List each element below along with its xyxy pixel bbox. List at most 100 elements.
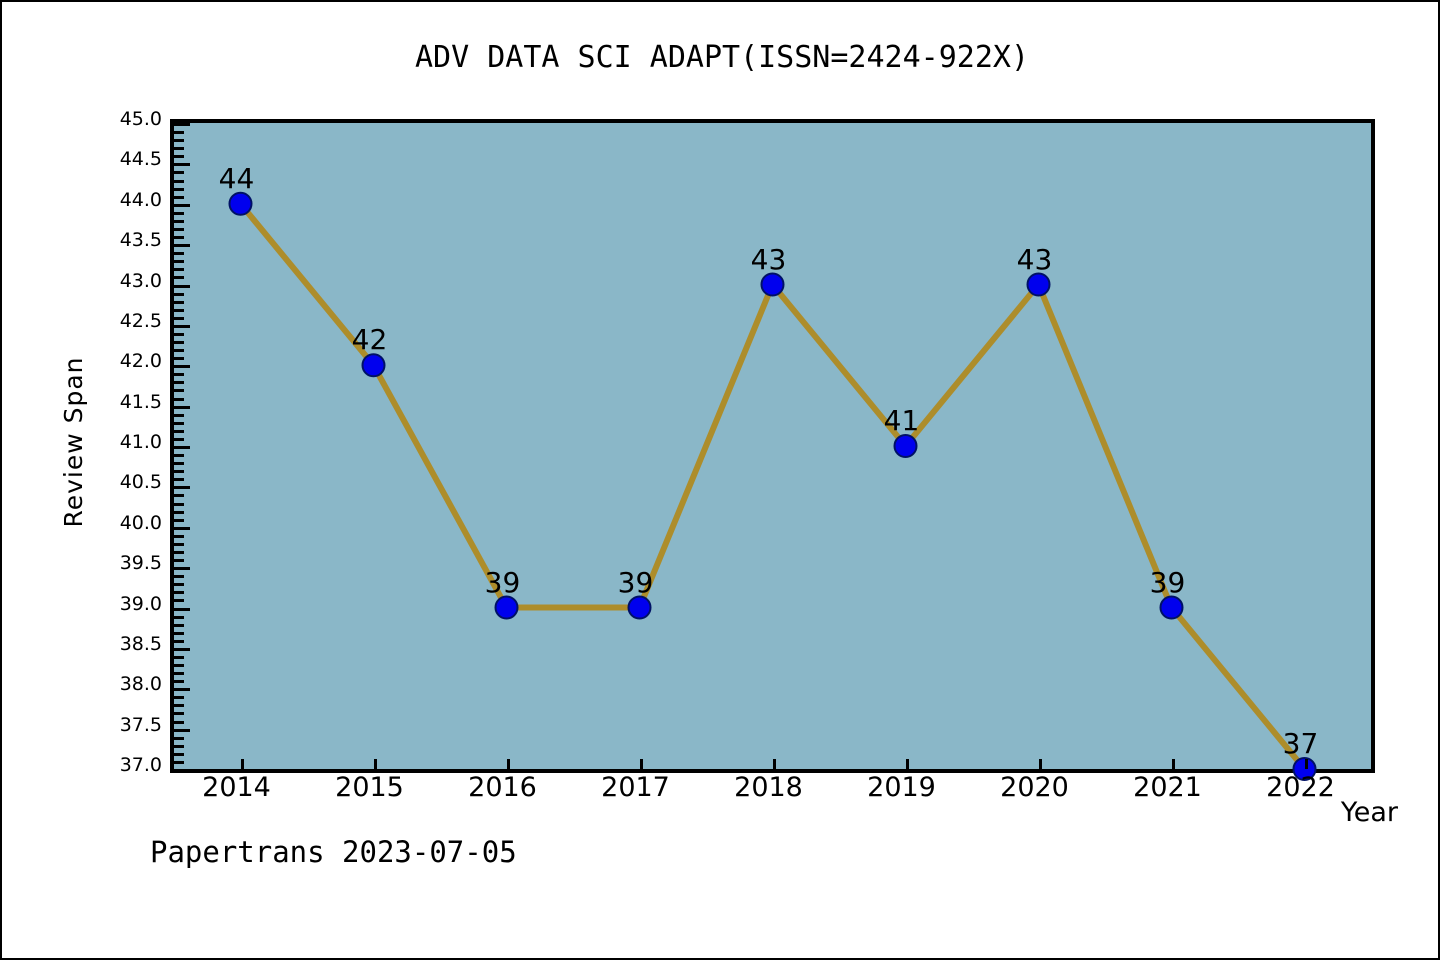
y-axis-minor-tick (174, 332, 184, 336)
y-axis-minor-tick (174, 502, 184, 506)
y-axis-minor-tick (174, 413, 184, 417)
y-axis-minor-tick (174, 720, 184, 724)
x-axis-tick-label: 2018 (734, 772, 803, 803)
y-axis-minor-tick (174, 696, 184, 700)
y-axis-minor-tick (174, 397, 184, 401)
x-axis-tick-label: 2021 (1133, 772, 1202, 803)
x-axis-tick-label: 2022 (1266, 772, 1335, 803)
y-axis-tick-label: 40.0 (119, 511, 162, 534)
data-point-marker[interactable] (1292, 757, 1317, 781)
y-axis-minor-tick (174, 575, 184, 579)
y-axis-major-tick (174, 405, 190, 409)
x-axis-tick (1171, 759, 1175, 769)
y-axis-tick-label: 41.0 (119, 431, 162, 453)
y-axis-minor-tick (174, 316, 184, 320)
y-axis-minor-tick (174, 599, 184, 603)
y-axis-minor-tick (174, 518, 184, 522)
y-axis-minor-tick (174, 219, 184, 223)
x-axis-tick-label: 2014 (202, 772, 271, 803)
y-axis-minor-tick (174, 583, 184, 587)
y-axis-minor-tick (174, 227, 184, 231)
y-axis-minor-tick (174, 179, 184, 183)
y-axis-minor-tick (174, 623, 184, 627)
y-axis-tick-label: 38.5 (119, 632, 162, 655)
y-axis-major-tick (174, 123, 190, 126)
x-axis-tick (639, 759, 643, 769)
y-axis-minor-tick (174, 171, 184, 175)
y-axis-title: Review Span (59, 356, 88, 528)
y-axis-minor-tick (174, 260, 184, 264)
data-point-marker[interactable] (627, 595, 652, 620)
y-axis-major-tick (174, 365, 190, 369)
x-axis-tick-label: 2020 (1000, 772, 1069, 803)
y-axis-tick-label: 37.5 (119, 713, 162, 736)
y-axis-major-tick (174, 526, 190, 530)
y-axis-tick-label: 45.0 (119, 108, 162, 130)
y-axis-minor-tick (174, 736, 184, 740)
y-axis-minor-tick (174, 211, 184, 215)
y-axis-tick-label: 44.5 (119, 148, 162, 171)
data-point-marker[interactable] (1026, 272, 1051, 297)
plot-inner (174, 123, 1371, 781)
y-axis-minor-tick (174, 704, 184, 708)
x-axis-tick (1304, 759, 1308, 769)
y-axis-major-tick (174, 244, 190, 248)
data-point-marker[interactable] (760, 272, 785, 297)
y-axis-minor-tick (174, 712, 184, 716)
y-axis-major-tick (174, 163, 190, 167)
y-axis-minor-tick (174, 655, 184, 659)
y-axis-tick-labels: 45.0 44.5 44.0 43.5 43.0 42.5 42.0 41.5 41.0 40.5… (54, 108, 162, 776)
x-axis-tick-label: 2015 (335, 772, 404, 803)
y-axis-minor-tick (174, 252, 184, 256)
x-axis-tick-label: 2019 (867, 772, 936, 803)
y-axis-minor-tick (174, 236, 184, 240)
data-point-marker[interactable] (893, 434, 918, 458)
y-axis-minor-tick (174, 187, 184, 191)
y-axis-major-tick (174, 203, 190, 207)
y-axis-minor-tick (174, 470, 184, 474)
y-axis-minor-tick (174, 381, 184, 385)
data-series-layer (228, 191, 1317, 781)
y-axis-minor-tick (174, 462, 184, 466)
y-axis-minor-tick (174, 429, 184, 433)
x-axis-tick (905, 759, 909, 769)
y-axis-minor-tick (174, 494, 184, 498)
x-axis-tick (506, 759, 510, 769)
data-point-marker[interactable] (361, 353, 386, 378)
data-point-marker[interactable] (228, 191, 253, 216)
y-axis-minor-tick (174, 437, 184, 441)
y-axis-minor-tick (174, 454, 184, 458)
data-point-marker[interactable] (494, 595, 519, 620)
y-axis-tick-label: 40.5 (119, 471, 162, 494)
x-axis-tick (240, 759, 244, 769)
y-axis-minor-tick (174, 478, 184, 482)
y-axis-minor-tick (174, 672, 184, 676)
y-axis-minor-tick (174, 534, 184, 538)
y-axis-major-tick (174, 486, 190, 490)
y-axis-minor-tick (174, 744, 184, 748)
x-axis-tick-labels: 2014 2015 2016 2017 2018 2019 2020 2021 2022 (170, 772, 1367, 812)
y-axis-minor-tick (174, 276, 184, 280)
data-point-marker[interactable] (1159, 595, 1184, 620)
y-axis-minor-tick (174, 664, 184, 668)
y-axis-minor-tick (174, 373, 184, 377)
y-axis-major-tick (174, 567, 190, 571)
y-axis-minor-tick (174, 147, 184, 151)
x-axis-tick-label: 2016 (468, 772, 537, 803)
y-axis-minor-tick (174, 300, 184, 304)
y-axis-minor-tick (174, 550, 184, 554)
x-axis-tick (772, 759, 776, 769)
y-axis-minor-tick (174, 591, 184, 595)
y-axis-minor-tick (174, 357, 184, 361)
x-axis-title: Year (1340, 797, 1398, 828)
y-axis-tick-label: 43.5 (119, 229, 162, 252)
y-axis-minor-tick (174, 631, 184, 635)
y-axis-minor-tick (174, 349, 184, 353)
y-axis-minor-tick (174, 155, 184, 159)
y-axis-minor-tick (174, 131, 184, 135)
y-axis-minor-tick (174, 308, 184, 312)
y-axis-minor-tick (174, 615, 184, 619)
y-axis-tick-label: 42.0 (119, 350, 162, 373)
y-axis-tick-label: 42.5 (119, 309, 162, 332)
